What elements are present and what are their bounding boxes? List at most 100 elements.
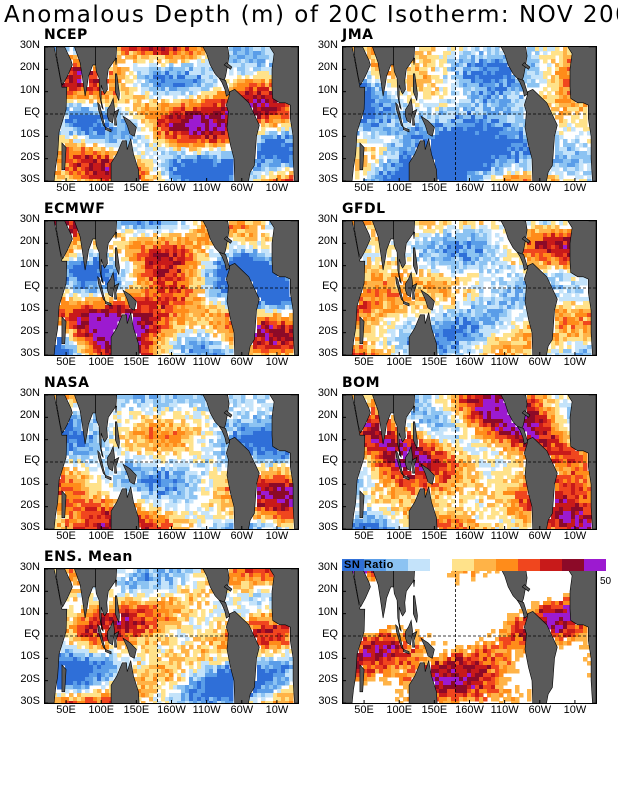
land-mass xyxy=(412,405,416,413)
page-title: Anomalous Depth (m) of 20C Isotherm: NOV… xyxy=(4,2,618,28)
land-mass xyxy=(218,251,231,271)
land-mass xyxy=(408,660,438,703)
land-mass xyxy=(403,648,410,655)
land-mass xyxy=(55,47,73,86)
land-mass xyxy=(523,437,558,529)
land-mass xyxy=(218,425,231,445)
lon-tick-label: 110W xyxy=(192,704,221,716)
land-mass xyxy=(110,138,140,181)
land-mass xyxy=(55,569,73,608)
lon-tick-label: 150E xyxy=(123,704,150,716)
lat-tick-label: 10S xyxy=(318,476,338,489)
lat-tick-label: 20S xyxy=(20,150,40,163)
anomaly-map xyxy=(44,220,299,356)
land-mass xyxy=(105,126,112,133)
lat-tick-label: 20N xyxy=(19,583,40,596)
land-mass xyxy=(412,579,416,587)
lon-tick-label: 10W xyxy=(563,356,587,368)
lon-tick-label: 50E xyxy=(354,356,374,368)
legend-swatch xyxy=(584,559,606,571)
lon-tick-label: 110W xyxy=(490,182,519,194)
lat-tick-label: 10N xyxy=(19,83,40,96)
land-mass xyxy=(122,637,137,659)
lon-tick-label: 160W xyxy=(157,530,186,542)
lon-tick-label: 10W xyxy=(563,704,587,716)
land-mass xyxy=(353,221,371,260)
land-mass xyxy=(403,126,410,133)
lat-tick-label: 20N xyxy=(317,409,338,422)
lat-tick-label: 10N xyxy=(317,257,338,270)
land-mass xyxy=(55,395,73,434)
anomaly-map xyxy=(342,568,597,704)
legend-max-label: 50 xyxy=(600,576,612,587)
lon-tick-label: 150E xyxy=(421,356,448,368)
land-mass xyxy=(521,584,531,592)
lat-tick-label: 20N xyxy=(317,61,338,74)
lat-tick-label: 10N xyxy=(317,83,338,96)
land-mass xyxy=(523,89,558,181)
lat-tick-label: 10N xyxy=(19,605,40,618)
lat-tick-label: 10N xyxy=(317,431,338,444)
land-mass xyxy=(359,316,365,345)
lat-tick-label: 10S xyxy=(20,476,40,489)
land-mass xyxy=(114,282,120,300)
sn-ratio-legend xyxy=(342,559,606,571)
land-mass xyxy=(359,142,365,171)
panel-label: ECMWF xyxy=(44,201,106,217)
lat-tick-label: 10S xyxy=(20,650,40,663)
land-mass xyxy=(412,630,418,648)
lon-tick-label: 100E xyxy=(88,530,115,542)
land-mass xyxy=(516,77,529,97)
land-mass xyxy=(115,595,120,623)
land-mass xyxy=(353,569,371,608)
land-mass xyxy=(269,221,298,355)
lat-tick-label: 30S xyxy=(318,695,338,707)
land-mass xyxy=(413,595,418,623)
lon-tick-label: 110W xyxy=(490,530,519,542)
land-mass xyxy=(218,599,231,619)
lat-tick-label: 30N xyxy=(19,561,40,573)
land-mass xyxy=(516,251,529,271)
lon-tick-label: 50E xyxy=(56,182,76,194)
lon-tick-label: 110W xyxy=(192,530,221,542)
lon-tick-label: 60W xyxy=(528,356,552,368)
lat-tick-label: EQ xyxy=(322,280,338,292)
lat-tick-label: 30N xyxy=(317,561,338,573)
map-panel: NCEP 30N 20N 10N EQ 10S 20S 30S 50E 100E 150E 160W 1… xyxy=(0,24,300,196)
legend-swatch xyxy=(408,559,430,571)
lat-tick-label: 10S xyxy=(318,650,338,663)
lon-tick-label: 60W xyxy=(230,356,254,368)
land-mass xyxy=(516,425,529,445)
lat-tick-label: 20S xyxy=(318,324,338,337)
land-mass xyxy=(405,619,413,646)
map-panel: BOM 30N 20N 10N EQ 10S 20S 30S 50E 100E 150E 160W 11… xyxy=(298,372,598,544)
land-mass xyxy=(61,316,67,345)
land-mass xyxy=(403,474,410,481)
land-mass xyxy=(269,395,298,529)
land-mass xyxy=(107,619,115,646)
land-mass xyxy=(55,221,73,260)
lat-tick-label: 30N xyxy=(19,39,40,51)
land-mass xyxy=(225,437,260,529)
map-panel: ENS. Mean 30N 20N 10N EQ 10S 20S 30S 50E 100E 150E… xyxy=(0,546,300,718)
lat-tick-label: 10S xyxy=(20,302,40,315)
land-mass xyxy=(567,395,596,529)
land-mass xyxy=(225,611,260,703)
land-mass xyxy=(223,584,233,592)
land-mass xyxy=(359,490,365,519)
land-mass xyxy=(412,231,416,239)
lat-tick-label: 10S xyxy=(20,128,40,141)
lon-tick-label: 100E xyxy=(386,356,413,368)
lon-tick-label: 100E xyxy=(88,182,115,194)
anomaly-map xyxy=(44,46,299,182)
land-mass xyxy=(218,77,231,97)
land-mass xyxy=(225,263,260,355)
panel-label: NCEP xyxy=(44,27,88,43)
lon-tick-label: 60W xyxy=(230,704,254,716)
lon-tick-label: 50E xyxy=(56,356,76,368)
lon-tick-label: 110W xyxy=(490,704,519,716)
land-mass xyxy=(359,664,365,693)
legend-swatch xyxy=(474,559,496,571)
land-mass xyxy=(95,395,118,458)
land-mass xyxy=(413,247,418,275)
